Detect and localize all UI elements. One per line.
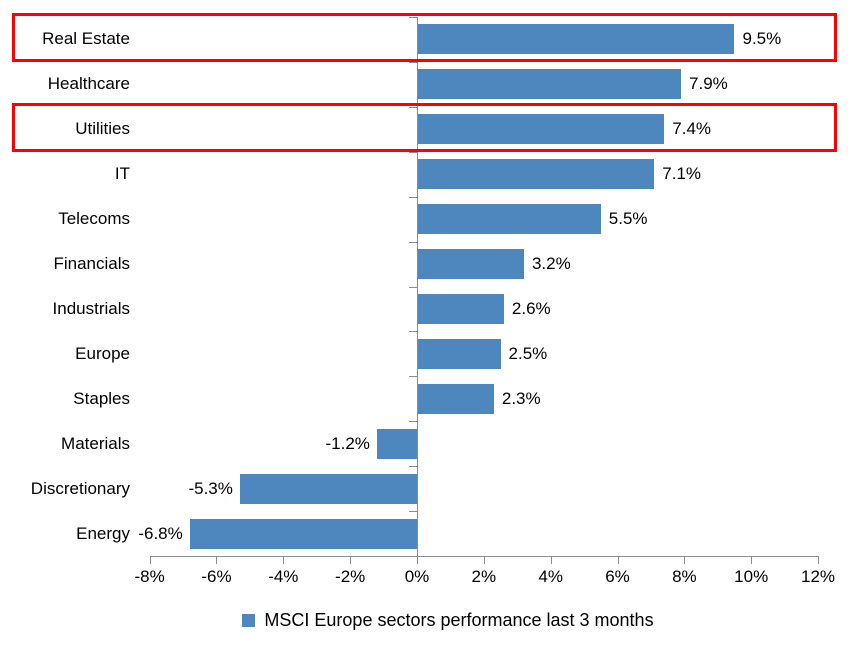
data-label: -6.8%	[138, 523, 183, 543]
bar	[417, 69, 682, 100]
highlight-box-utilities	[12, 102, 837, 152]
y-axis-tick	[409, 196, 417, 198]
x-axis-tick-label: 12%	[801, 567, 836, 586]
y-axis-tick	[409, 331, 417, 333]
data-label: -5.3%	[188, 478, 233, 498]
category-label: Real Estate	[42, 29, 130, 49]
category-label: Telecoms	[58, 209, 130, 229]
category-label: Energy	[76, 523, 130, 543]
data-label: 2.6%	[511, 298, 551, 318]
data-label: -1.2%	[325, 433, 370, 453]
highlight-box-real-estate	[12, 13, 837, 62]
x-axis-tick-label: -2%	[335, 567, 366, 586]
bar	[417, 114, 665, 145]
x-axis-tick-label: 2%	[471, 567, 497, 586]
category-label: Industrials	[52, 298, 130, 318]
category-label: Staples	[73, 388, 130, 408]
bar	[417, 383, 494, 414]
x-axis-tick	[216, 556, 218, 564]
data-label: 7.4%	[672, 119, 712, 139]
chart-legend: MSCI Europe sectors performance last 3 m…	[44, 610, 852, 631]
bar	[376, 428, 417, 459]
bar	[239, 473, 417, 504]
data-label: 5.5%	[608, 209, 648, 229]
y-axis-tick	[409, 376, 417, 378]
x-axis-tick	[684, 556, 686, 564]
x-axis-tick	[283, 556, 285, 564]
x-axis-tick	[550, 556, 552, 564]
y-axis-tick	[409, 106, 417, 108]
data-label: 2.5%	[508, 343, 548, 363]
y-axis-tick	[409, 421, 417, 423]
y-axis-tick	[409, 17, 417, 18]
legend-marker-icon	[242, 614, 256, 627]
y-axis-tick	[409, 241, 417, 243]
x-axis-tick-label: 10%	[734, 567, 769, 586]
y-axis-tick	[409, 286, 417, 288]
x-axis-tick	[417, 556, 418, 564]
category-label: Financials	[53, 254, 130, 274]
y-axis-line	[417, 17, 418, 556]
bar	[417, 204, 601, 235]
x-axis-tick-label: 0%	[404, 567, 430, 586]
bar	[417, 293, 504, 324]
category-label: Healthcare	[47, 74, 130, 94]
data-label: 3.2%	[531, 254, 571, 274]
bar	[417, 159, 655, 190]
category-label: Materials	[61, 433, 130, 453]
x-axis-tick	[483, 556, 485, 564]
data-label: 9.5%	[742, 29, 782, 49]
bar	[189, 518, 417, 549]
x-axis-tick-label: -8%	[134, 567, 165, 586]
x-axis-tick	[350, 556, 352, 564]
x-axis-tick	[617, 556, 619, 564]
category-label: Utilities	[75, 119, 130, 139]
data-label: 2.3%	[501, 388, 541, 408]
bar	[417, 338, 501, 369]
category-label: IT	[114, 164, 130, 184]
y-axis-tick	[409, 511, 417, 513]
data-label: 7.9%	[689, 74, 728, 94]
x-axis-tick	[149, 556, 151, 564]
x-axis-tick-label: -6%	[201, 567, 232, 586]
category-label: Europe	[75, 343, 130, 363]
y-axis-tick	[409, 151, 417, 153]
x-axis-tick-label: -4%	[268, 567, 299, 586]
category-label: Discretionary	[30, 478, 130, 498]
y-axis-tick	[409, 556, 417, 558]
data-label: 7.1%	[662, 164, 702, 184]
bar	[417, 24, 735, 55]
bar	[417, 249, 524, 280]
x-axis-tick	[818, 556, 820, 564]
x-axis-tick-label: 6%	[605, 567, 630, 586]
x-axis-tick-label: 8%	[672, 567, 697, 586]
y-axis-tick	[409, 61, 417, 63]
y-axis-tick	[409, 466, 417, 468]
x-axis-tick-label: 4%	[538, 567, 563, 586]
legend-label: MSCI Europe sectors performance last 3 m…	[264, 610, 654, 630]
x-axis-tick	[751, 556, 753, 564]
